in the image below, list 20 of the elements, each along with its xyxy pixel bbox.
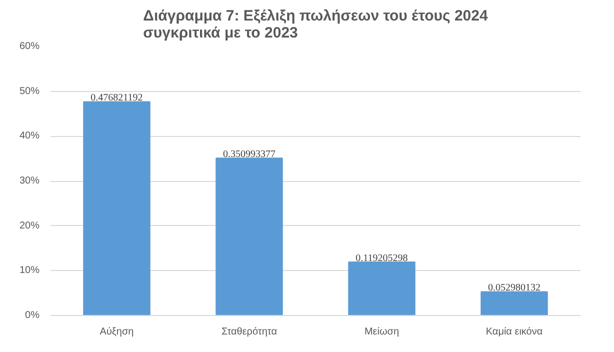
chart-title: Διάγραμμα 7: Εξέλιξη πωλήσεων του έτους 2024 συγκριτικά με το 2023 [143, 8, 488, 42]
bar [480, 291, 548, 316]
bar [348, 262, 416, 316]
bar [216, 158, 283, 316]
data-label: 0.052980132 [488, 282, 540, 294]
x-tick-label: Αύξηση [100, 326, 134, 338]
data-label: 0.476821192 [90, 92, 143, 104]
y-tick-label: 10% [19, 265, 40, 276]
y-tick-label: 50% [19, 86, 40, 97]
y-tick-label: 60% [19, 41, 40, 52]
bar [83, 101, 150, 316]
data-label: 0.119205298 [356, 253, 408, 264]
x-tick-label: Μείωση [364, 326, 400, 338]
data-label: 0.350993377 [223, 149, 276, 160]
y-tick-label: 20% [19, 220, 40, 232]
y-tick-label: 40% [19, 130, 40, 142]
y-tick-label: 0% [25, 310, 40, 321]
x-tick-label: Καμία εικόνα [486, 326, 543, 338]
y-tick-label: 30% [19, 176, 40, 186]
x-tick-label: Σταθερότητα [221, 326, 278, 338]
